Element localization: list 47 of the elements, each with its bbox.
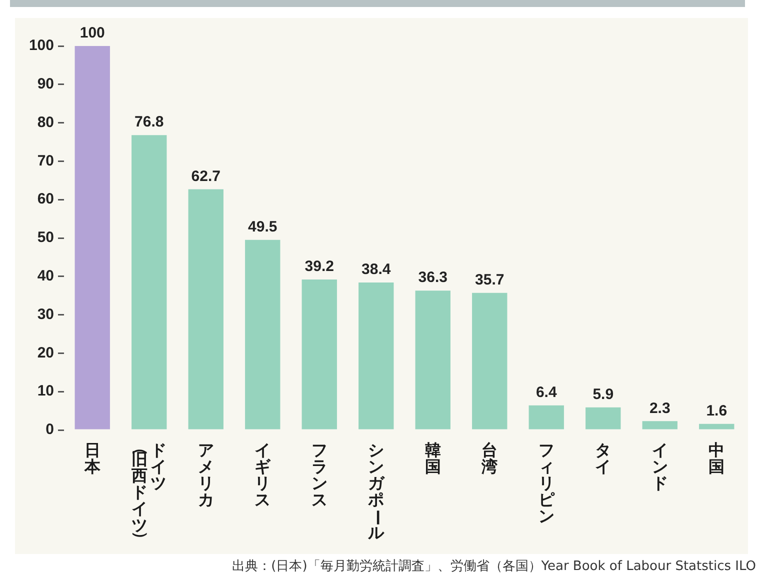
y-tick-label: 30 [37, 306, 54, 323]
data-label: 76.8 [134, 114, 164, 131]
y-tick-label: 80 [37, 114, 54, 131]
x-tick-label: フィリピン [538, 440, 556, 526]
x-tick-label: インド [652, 440, 668, 492]
y-tick-label: 70 [37, 152, 54, 170]
bar [245, 240, 280, 430]
data-label: 35.7 [475, 272, 504, 289]
y-tick-label: 20 [37, 344, 54, 362]
y-tick-label: 10 [37, 382, 54, 400]
data-label: 1.6 [706, 402, 728, 420]
bar [358, 282, 394, 430]
y-tick-label: 40 [37, 268, 54, 285]
y-tick-label: 90 [37, 76, 54, 93]
bar [74, 46, 110, 430]
x-tick-label: フランス [311, 440, 328, 509]
x-tick-label: アメリカ [198, 440, 214, 509]
data-label: 49.5 [248, 218, 278, 236]
data-label: 100 [80, 24, 105, 42]
data-label: 6.4 [536, 384, 558, 402]
x-tick-label: シンガポール [367, 440, 387, 542]
x-tick-label: タイ [595, 440, 612, 476]
bar [528, 405, 564, 430]
y-tick-label: 100 [28, 37, 54, 54]
data-label: 2.3 [649, 400, 670, 417]
bar [699, 424, 734, 430]
bar [132, 135, 167, 430]
data-label: 39.2 [304, 258, 334, 276]
y-tick-label: 0 [46, 421, 54, 438]
data-label: 5.9 [592, 386, 614, 403]
data-label: 62.7 [191, 168, 220, 185]
x-tick-label: 日本 [83, 440, 102, 476]
bar [586, 407, 621, 430]
bar [472, 292, 508, 430]
source-note: 出典：(日本)「毎月勤労統計調査」、労働省（各国）Year Book of Labour Statstics ILO [232, 558, 756, 575]
x-tick-label: 韓国 [424, 440, 441, 476]
y-tick-label: 60 [37, 190, 54, 208]
data-label: 38.4 [362, 261, 392, 278]
bar [188, 189, 224, 430]
x-tick-label: イギリス [254, 440, 272, 509]
bar [642, 421, 678, 430]
x-tick-label: 中国 [708, 440, 725, 476]
bar [415, 290, 450, 430]
data-label: 36.3 [418, 269, 448, 286]
bar [302, 279, 337, 430]
x-tick-label: 台湾 [480, 440, 498, 476]
y-tick-label: 50 [37, 229, 54, 246]
